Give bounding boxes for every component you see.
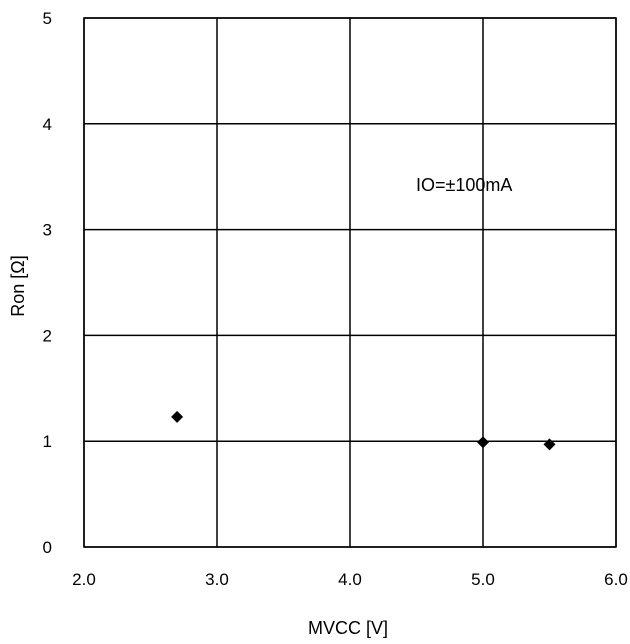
y-tick-label: 2 (43, 326, 52, 345)
x-axis-label: MVCC [V] (308, 618, 388, 638)
y-tick-label: 0 (43, 538, 52, 557)
data-point (543, 438, 556, 451)
y-tick-label: 3 (43, 221, 52, 240)
x-tick-label: 6.0 (604, 570, 628, 589)
x-tick-labels: 2.0 3.0 4.0 5.0 6.0 (72, 570, 628, 589)
data-points (171, 410, 556, 451)
y-tick-label: 4 (43, 115, 52, 134)
grid (83, 17, 617, 548)
y-axis-label: Ron [Ω] (8, 255, 28, 316)
annotation-label: IO=±100mA (416, 175, 512, 195)
plot-frame (83, 17, 617, 548)
y-tick-labels: 0 1 2 3 4 5 (43, 9, 52, 557)
x-tick-label: 4.0 (338, 570, 362, 589)
data-point (477, 436, 489, 449)
y-tick-label: 5 (43, 9, 52, 28)
x-tick-label: 5.0 (471, 570, 495, 589)
x-tick-label: 2.0 (72, 570, 96, 589)
data-point (171, 410, 184, 423)
y-tick-label: 1 (43, 432, 52, 451)
x-tick-label: 3.0 (205, 570, 229, 589)
